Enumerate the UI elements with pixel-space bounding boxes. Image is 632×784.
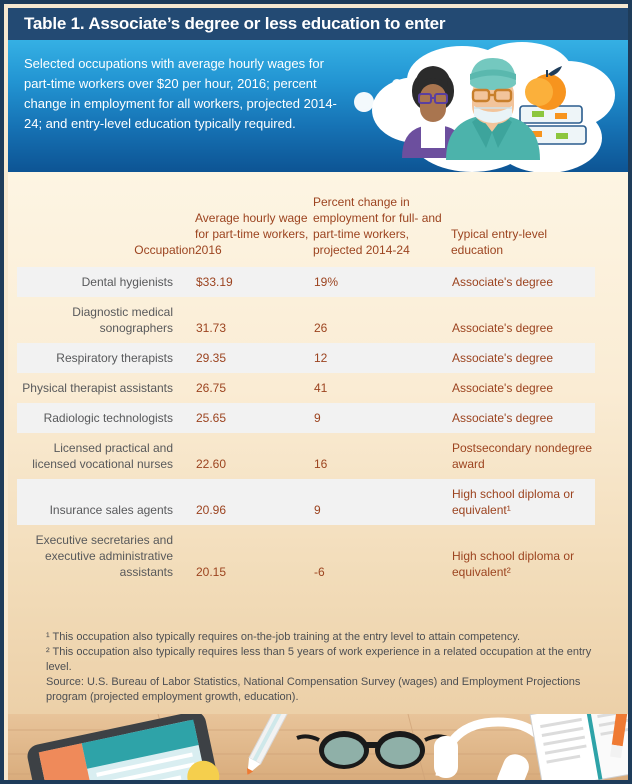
table-row: Diagnostic medical sonographers 31.73 26… <box>17 297 595 343</box>
desk-illustration <box>8 714 628 780</box>
apple-icon <box>525 66 566 110</box>
pencil-icon <box>247 714 298 775</box>
cell-occupation: Dental hygienists <box>17 267 195 297</box>
title-bar: Table 1. Associate’s degree or less educ… <box>8 8 628 40</box>
table-row: Licensed practical and licensed vocation… <box>17 433 595 479</box>
source-note: Source: U.S. Bureau of Labor Statistics,… <box>46 676 581 703</box>
cell-education: High school diploma or equivalent² <box>452 549 575 579</box>
data-table: Occupation Average hourly wage for part-… <box>17 194 595 587</box>
column-header-occupation: Occupation <box>134 243 195 257</box>
cell-wage: 22.60 <box>196 457 227 471</box>
cell-education: Postsecondary nondegree award <box>452 441 593 471</box>
worker-avatar-left <box>402 66 466 158</box>
page-title: Table 1. Associate’s degree or less educ… <box>24 14 446 33</box>
cell-percent: -6 <box>314 565 325 579</box>
footnote-1: ¹ This occupation also typically require… <box>46 631 521 643</box>
cell-occupation: Respiratory therapists <box>17 343 195 373</box>
cell-wage: 31.73 <box>196 321 227 335</box>
cell-percent: 19% <box>313 267 451 297</box>
cell-wage: 29.35 <box>195 343 313 373</box>
open-book-icon <box>529 714 628 780</box>
cell-wage: 25.65 <box>195 403 313 433</box>
cell-occupation: Radiologic technologists <box>17 403 195 433</box>
cell-percent: 16 <box>314 457 328 471</box>
table-row: Insurance sales agents 20.96 9 High scho… <box>17 479 595 525</box>
cell-education: Associate's degree <box>451 267 595 297</box>
thought-cloud-illustration <box>354 42 615 172</box>
bubble-icon <box>354 92 374 112</box>
desk-scene-icon <box>8 714 628 780</box>
cell-wage: $33.19 <box>195 267 313 297</box>
surgical-mask-icon <box>474 106 512 123</box>
cell-occupation: Diagnostic medical sonographers <box>72 305 173 335</box>
hero-banner: Selected occupations with average hourly… <box>8 40 628 172</box>
table-sheet: Occupation Average hourly wage for part-… <box>8 172 628 714</box>
cell-wage: 26.75 <box>196 381 227 395</box>
hero-subtitle: Selected occupations with average hourly… <box>24 56 337 131</box>
table-row: Respiratory therapists 29.35 12 Associat… <box>17 343 595 373</box>
cell-percent: 9 <box>313 403 451 433</box>
cell-percent: 12 <box>313 343 451 373</box>
footnotes: ¹ This occupation also typically require… <box>46 630 602 705</box>
cell-percent: 9 <box>313 479 451 525</box>
marker-pen-icon <box>610 714 628 759</box>
table-row: Physical therapist assistants 26.75 41 A… <box>17 373 595 403</box>
tablet-icon <box>27 714 224 780</box>
cell-wage: 20.96 <box>195 479 313 525</box>
worker-avatar-center <box>446 58 540 160</box>
cell-wage: 20.15 <box>196 565 227 579</box>
table-row: Radiologic technologists 25.65 9 Associa… <box>17 403 595 433</box>
table-row: Dental hygienists $33.19 19% Associate's… <box>17 267 595 297</box>
cell-occupation: Executive secretaries and executive admi… <box>35 533 173 579</box>
table-header-row: Occupation Average hourly wage for part-… <box>17 194 595 267</box>
footnote-2: ² This occupation also typically require… <box>46 646 592 673</box>
cell-education: Associate's degree <box>452 381 554 395</box>
eyeglasses-icon <box>296 731 448 769</box>
cell-percent: 41 <box>314 381 328 395</box>
column-header-education: Typical entry-level education <box>451 227 548 257</box>
cell-percent: 26 <box>314 321 328 335</box>
eyeglasses-icon <box>418 93 448 104</box>
cell-occupation: Licensed practical and licensed vocation… <box>32 441 173 471</box>
cell-education: Associate's degree <box>451 403 595 433</box>
cell-occupation: Insurance sales agents <box>17 479 195 525</box>
column-header-wage: Average hourly wage for part-time worker… <box>195 211 309 257</box>
cell-occupation: Physical therapist assistants <box>22 381 173 395</box>
column-header-percent-change: Percent change in employment for full- a… <box>313 195 442 257</box>
cell-education: High school diploma or equivalent¹ <box>451 479 595 525</box>
table-row: Executive secretaries and executive admi… <box>17 525 595 587</box>
eyeglasses-icon <box>471 88 513 103</box>
cell-education: Associate's degree <box>452 321 554 335</box>
cell-education: Associate's degree <box>451 343 595 373</box>
